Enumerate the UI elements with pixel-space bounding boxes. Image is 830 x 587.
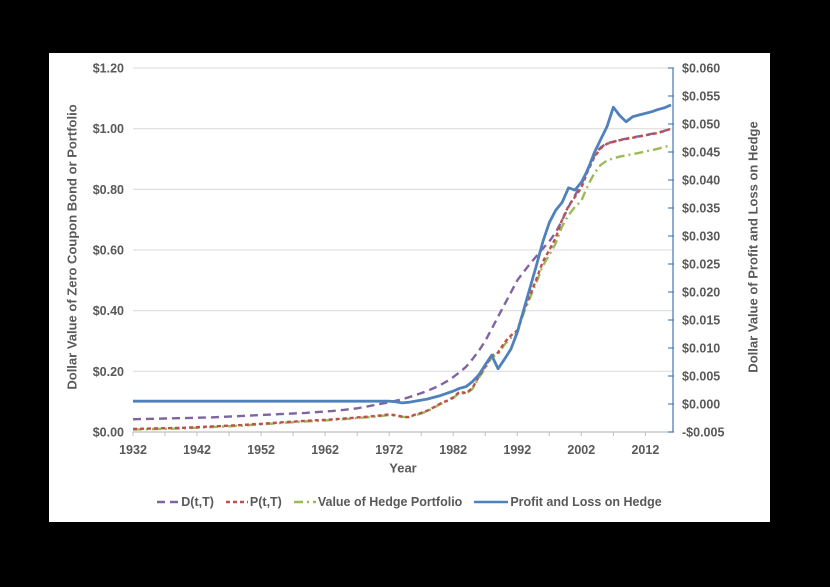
right-axis-tick-label: $0.025 [682, 258, 720, 272]
right-axis-title: Dollar Value of Profit and Loss on Hedge [745, 121, 761, 373]
x-axis-tick-label: 1972 [375, 443, 403, 457]
right-axis-tick-label: $0.005 [682, 370, 720, 384]
legend-line-sample [474, 500, 509, 504]
right-axis-tick-label: $0.020 [682, 286, 720, 300]
right-axis-tick-label: $0.055 [682, 90, 720, 104]
series-line-1 [132, 127, 672, 431]
x-axis-tick-label: 2012 [631, 443, 659, 457]
legend-line-sample [225, 500, 248, 504]
legend-label: Profit and Loss on Hedge [510, 495, 662, 509]
right-axis-tick-label: $0.060 [682, 62, 720, 76]
x-axis-tick-label: 1962 [311, 443, 339, 457]
legend-line-sample [293, 500, 316, 504]
chart-plot-area: $0.00 $0.20 $0.40 $0.60 $0.80 $1.00 $1.20 -$0.0… [93, 62, 725, 458]
left-axis-tick-label: $0.20 [93, 365, 124, 379]
legend-label: D(t,T) [181, 495, 214, 509]
series-line-2 [132, 144, 672, 431]
legend-item: Value of Hedge Portfolio [293, 495, 463, 509]
right-axis-tick-label: $0.010 [682, 342, 720, 356]
right-axis-tick-label: $0.045 [682, 146, 720, 160]
legend-item: P(t,T) [225, 495, 282, 509]
right-axis-tick-label: $0.050 [682, 118, 720, 132]
right-axis-tick-label: $0.040 [682, 174, 720, 188]
right-axis-tick-label: $0.030 [682, 230, 720, 244]
right-axis-tick-label: $0.015 [682, 314, 720, 328]
right-axis-tick-label: -$0.005 [682, 426, 724, 440]
left-axis-tick-label: $0.80 [93, 183, 124, 197]
left-axis-tick-label: $0.40 [93, 304, 124, 318]
right-axis-tick-label: $0.035 [682, 202, 720, 216]
left-axis-tick-label: $0.00 [93, 426, 124, 440]
x-axis-tick-label: 1992 [503, 443, 531, 457]
chart-panel: $0.00 $0.20 $0.40 $0.60 $0.80 $1.00 $1.20 -$0.0… [49, 53, 770, 522]
x-axis-title: Year [389, 460, 417, 476]
x-axis-tick-label: 1952 [247, 443, 275, 457]
series-line-0 [132, 127, 672, 421]
left-axis-tick-label: $1.00 [93, 122, 124, 136]
legend-item: D(t,T) [157, 495, 214, 509]
legend: D(t,T) P(t,T) Value of Hedge Portfolio Prof… [49, 495, 770, 509]
legend-line-sample [157, 500, 180, 504]
x-axis-tick-label: 1942 [183, 443, 211, 457]
legend-item: Profit and Loss on Hedge [474, 495, 662, 509]
legend-label: Value of Hedge Portfolio [317, 495, 463, 509]
legend-label: P(t,T) [249, 495, 282, 509]
left-axis-tick-label: $0.60 [93, 244, 124, 258]
x-axis-tick-label: 2002 [567, 443, 595, 457]
x-axis-tick-label: 1932 [119, 443, 147, 457]
x-axis-tick-label: 1982 [439, 443, 467, 457]
left-axis-tick-label: $1.20 [93, 62, 124, 76]
left-axis-title: Dollar Value of Zero Coupon Bond or Port… [64, 104, 80, 390]
series-line-3 [133, 103, 672, 405]
right-axis-tick-label: $0.000 [682, 398, 720, 412]
